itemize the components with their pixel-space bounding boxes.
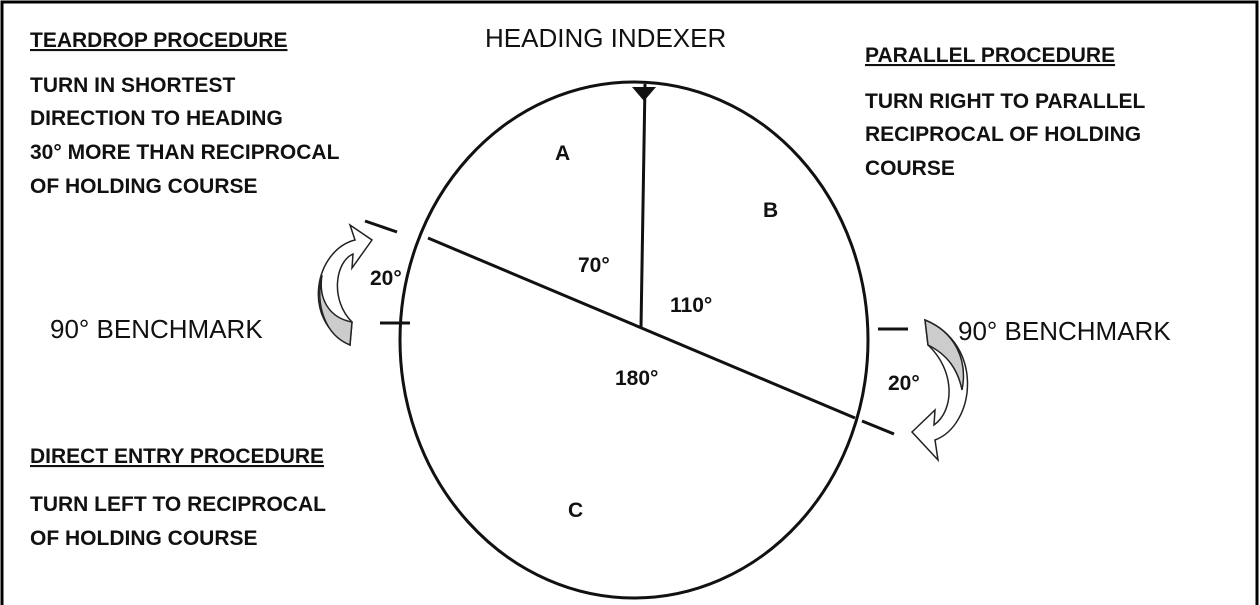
turn-arrow-shade xyxy=(319,274,353,347)
procedure-title: PARALLEL PROCEDURE xyxy=(865,44,1115,67)
compass-circle xyxy=(398,80,870,600)
procedure-title: TEARDROP PROCEDURE xyxy=(30,29,287,52)
angle-label: 180° xyxy=(615,367,658,390)
procedure-title: DIRECT ENTRY PROCEDURE xyxy=(30,445,324,468)
benchmark-label: 90° BENCHMARK xyxy=(958,316,1171,346)
sector-label: C xyxy=(568,499,583,522)
line-extension xyxy=(861,419,895,436)
procedure-text: RECIPROCAL OF HOLDING xyxy=(865,123,1141,146)
procedure-text: OF HOLDING COURSE xyxy=(30,175,258,198)
procedure-text: TURN RIGHT TO PARALLEL xyxy=(865,90,1146,113)
holding-line xyxy=(427,236,856,420)
benchmark-label: 90° BENCHMARK xyxy=(50,314,263,344)
procedure-text: DIRECTION TO HEADING xyxy=(30,107,283,130)
heading-indexer-mark xyxy=(632,87,656,101)
heading-indexer-label: HEADING INDEXER xyxy=(485,23,726,53)
angle-label: 20° xyxy=(888,372,920,395)
sector-label: B xyxy=(763,199,778,222)
angle-label: 110° xyxy=(670,294,712,317)
angle-label: 70° xyxy=(578,254,610,277)
angle-label: 20° xyxy=(370,267,402,290)
procedure-text: 30° MORE THAN RECIPROCAL xyxy=(30,141,340,164)
heading-line xyxy=(639,83,647,329)
line-extension xyxy=(364,219,398,234)
sector-label: A xyxy=(555,142,570,165)
procedure-text: OF HOLDING COURSE xyxy=(30,527,258,550)
procedure-text: TURN LEFT TO RECIPROCAL xyxy=(30,493,326,516)
procedure-text: TURN IN SHORTEST xyxy=(30,74,236,97)
turn-arrow-shade xyxy=(924,318,965,391)
procedure-text: COURSE xyxy=(865,157,955,180)
